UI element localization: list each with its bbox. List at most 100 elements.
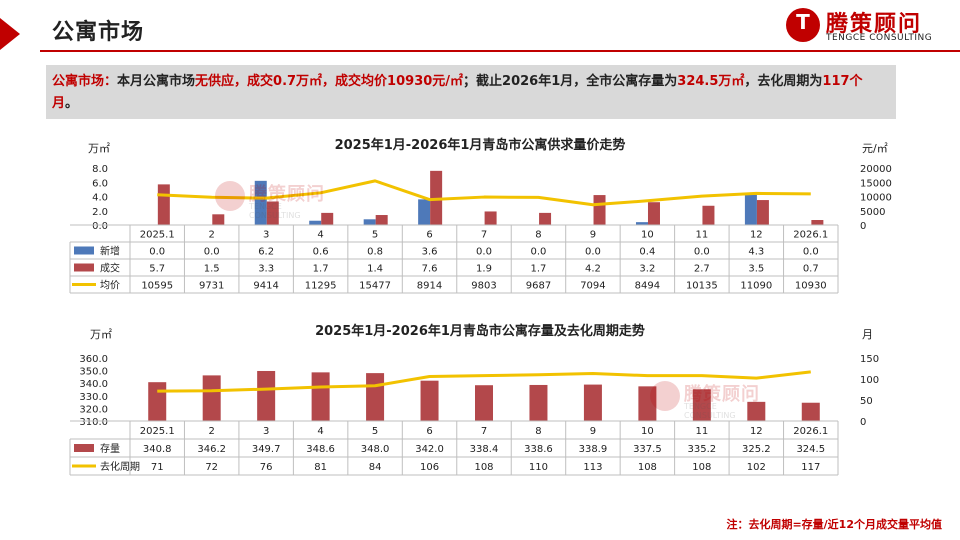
- bar-成交: [321, 212, 334, 225]
- y-left-unit: 万㎡: [90, 328, 112, 341]
- summary-text-2: ；截止2026年1月，全市公寓存量为: [463, 74, 678, 89]
- data-label-均价: 10930: [795, 281, 827, 292]
- x-tick-label: 6: [426, 230, 432, 241]
- x-tick-label: 10: [641, 230, 654, 241]
- chart2-svg: 万㎡ 月360.0350.0340.0330.0320.0310.01501005…: [69, 328, 879, 476]
- watermark-logo-icon: [650, 381, 680, 411]
- y-left-tick-label: 360.0: [79, 354, 108, 365]
- bar-成交: [811, 220, 824, 225]
- watermark-1: 腾策顾问 TENGCE CONSULTING: [215, 178, 335, 220]
- legend-swatch-成交: [74, 263, 94, 272]
- data-label-去化周期: 84: [369, 462, 382, 473]
- data-label-均价: 9803: [471, 281, 496, 292]
- summary-label: 公寓市场：: [52, 74, 118, 89]
- y-left-tick-label: 8.0: [92, 164, 108, 175]
- legend-swatch-存量: [74, 444, 94, 452]
- x-tick-label: 7: [481, 230, 487, 241]
- legend-label-成交: 成交: [100, 262, 120, 275]
- logo-name: 腾策顾问: [826, 12, 923, 37]
- data-label-新增: 6.2: [258, 247, 274, 258]
- data-label-去化周期: 106: [420, 462, 439, 473]
- x-tick-label: 12: [750, 230, 763, 241]
- data-label-成交: 0.7: [803, 264, 819, 275]
- watermark-sub: TENGCE CONSULTING: [684, 402, 736, 420]
- data-label-新增: 0.0: [476, 247, 492, 258]
- bar-成交: [593, 195, 606, 225]
- bar-新增: [635, 222, 648, 225]
- bar-成交: [484, 211, 497, 225]
- x-tick-label: 2025.1: [140, 230, 175, 241]
- bar-成交: [647, 202, 660, 225]
- data-label-成交: 3.3: [258, 264, 274, 275]
- bar-成交: [702, 205, 715, 225]
- y-left-tick-label: 340.0: [79, 379, 108, 390]
- legend-label-存量: 存量: [100, 442, 120, 455]
- y-right-unit: 元/㎡: [862, 142, 888, 155]
- data-label-成交: 1.9: [476, 264, 492, 275]
- data-label-去化周期: 76: [260, 462, 273, 473]
- data-label-去化周期: 102: [747, 462, 766, 473]
- x-tick-label: 9: [590, 426, 596, 437]
- bar-存量: [475, 385, 493, 421]
- bar-存量: [148, 382, 167, 421]
- data-label-成交: 5.7: [149, 264, 165, 275]
- data-label-存量: 349.7: [252, 444, 281, 455]
- data-label-存量: 348.6: [306, 444, 335, 455]
- bar-存量: [420, 380, 439, 421]
- summary-text-1: 本月公寓市场: [117, 74, 196, 89]
- x-tick-label: 10: [641, 426, 654, 437]
- line-均价: [157, 179, 811, 207]
- bar-成交: [375, 215, 388, 225]
- x-tick-label: 6: [426, 426, 432, 437]
- data-label-成交: 1.4: [367, 264, 383, 275]
- footnote: 注：去化周期=存量/近12个月成交量平均值: [726, 518, 942, 531]
- x-tick-label: 12: [750, 426, 763, 437]
- x-tick-label: 8: [535, 426, 541, 437]
- data-label-均价: 10135: [686, 281, 718, 292]
- x-tick-label: 3: [263, 426, 269, 437]
- header-divider: [40, 50, 960, 52]
- legend-label-均价: 均价: [100, 280, 120, 292]
- data-label-去化周期: 117: [801, 462, 820, 473]
- bar-新增: [418, 199, 431, 225]
- data-label-去化周期: 81: [314, 462, 327, 473]
- y-right-tick-label: 10000: [860, 193, 892, 204]
- data-label-新增: 0.0: [585, 247, 601, 258]
- summary-box: 公寓市场：本月公寓市场无供应，成交0.7万㎡，成交均价10930元/㎡；截止20…: [46, 65, 896, 119]
- data-label-成交: 4.2: [585, 264, 601, 275]
- data-label-均价: 11295: [305, 281, 337, 292]
- data-label-成交: 1.5: [204, 264, 220, 275]
- y-left-tick-label: 0.0: [92, 221, 108, 232]
- data-label-去化周期: 108: [638, 462, 657, 473]
- company-logo: T 腾策顾问 TENGCE CONSULTING: [786, 6, 946, 46]
- bar-存量: [529, 384, 548, 421]
- x-tick-label: 2: [209, 230, 215, 241]
- chart2-title: 2025年1月-2026年1月青岛市公寓存量及去化周期走势: [315, 324, 645, 339]
- data-label-新增: 0.0: [694, 247, 710, 258]
- data-label-存量: 338.6: [524, 444, 553, 455]
- data-label-新增: 0.8: [367, 247, 383, 258]
- data-label-新增: 0.0: [149, 247, 165, 258]
- data-label-去化周期: 108: [692, 462, 711, 473]
- data-label-去化周期: 72: [205, 462, 218, 473]
- x-tick-label: 11: [695, 426, 708, 437]
- y-right-unit: 月: [862, 328, 873, 341]
- y-left-tick-label: 2.0: [92, 207, 108, 218]
- legend-label-新增: 新增: [100, 245, 120, 258]
- page-title: 公寓市场: [52, 20, 145, 45]
- bar-成交: [157, 184, 170, 225]
- bar-新增: [744, 194, 757, 225]
- logo-subtitle: TENGCE CONSULTING: [826, 33, 933, 43]
- data-label-成交: 1.7: [313, 264, 329, 275]
- bar-存量: [692, 389, 711, 421]
- legend-label-去化周期: 去化周期: [100, 460, 140, 473]
- data-label-存量: 338.4: [470, 444, 499, 455]
- data-label-存量: 340.8: [143, 444, 172, 455]
- data-label-新增: 4.3: [748, 247, 764, 258]
- y-right-tick-label: 15000: [860, 178, 892, 189]
- y-right-tick-label: 5000: [860, 207, 885, 218]
- bar-存量: [747, 401, 766, 421]
- data-label-成交: 2.7: [694, 264, 710, 275]
- data-label-存量: 342.0: [415, 444, 444, 455]
- x-tick-label: 7: [481, 426, 487, 437]
